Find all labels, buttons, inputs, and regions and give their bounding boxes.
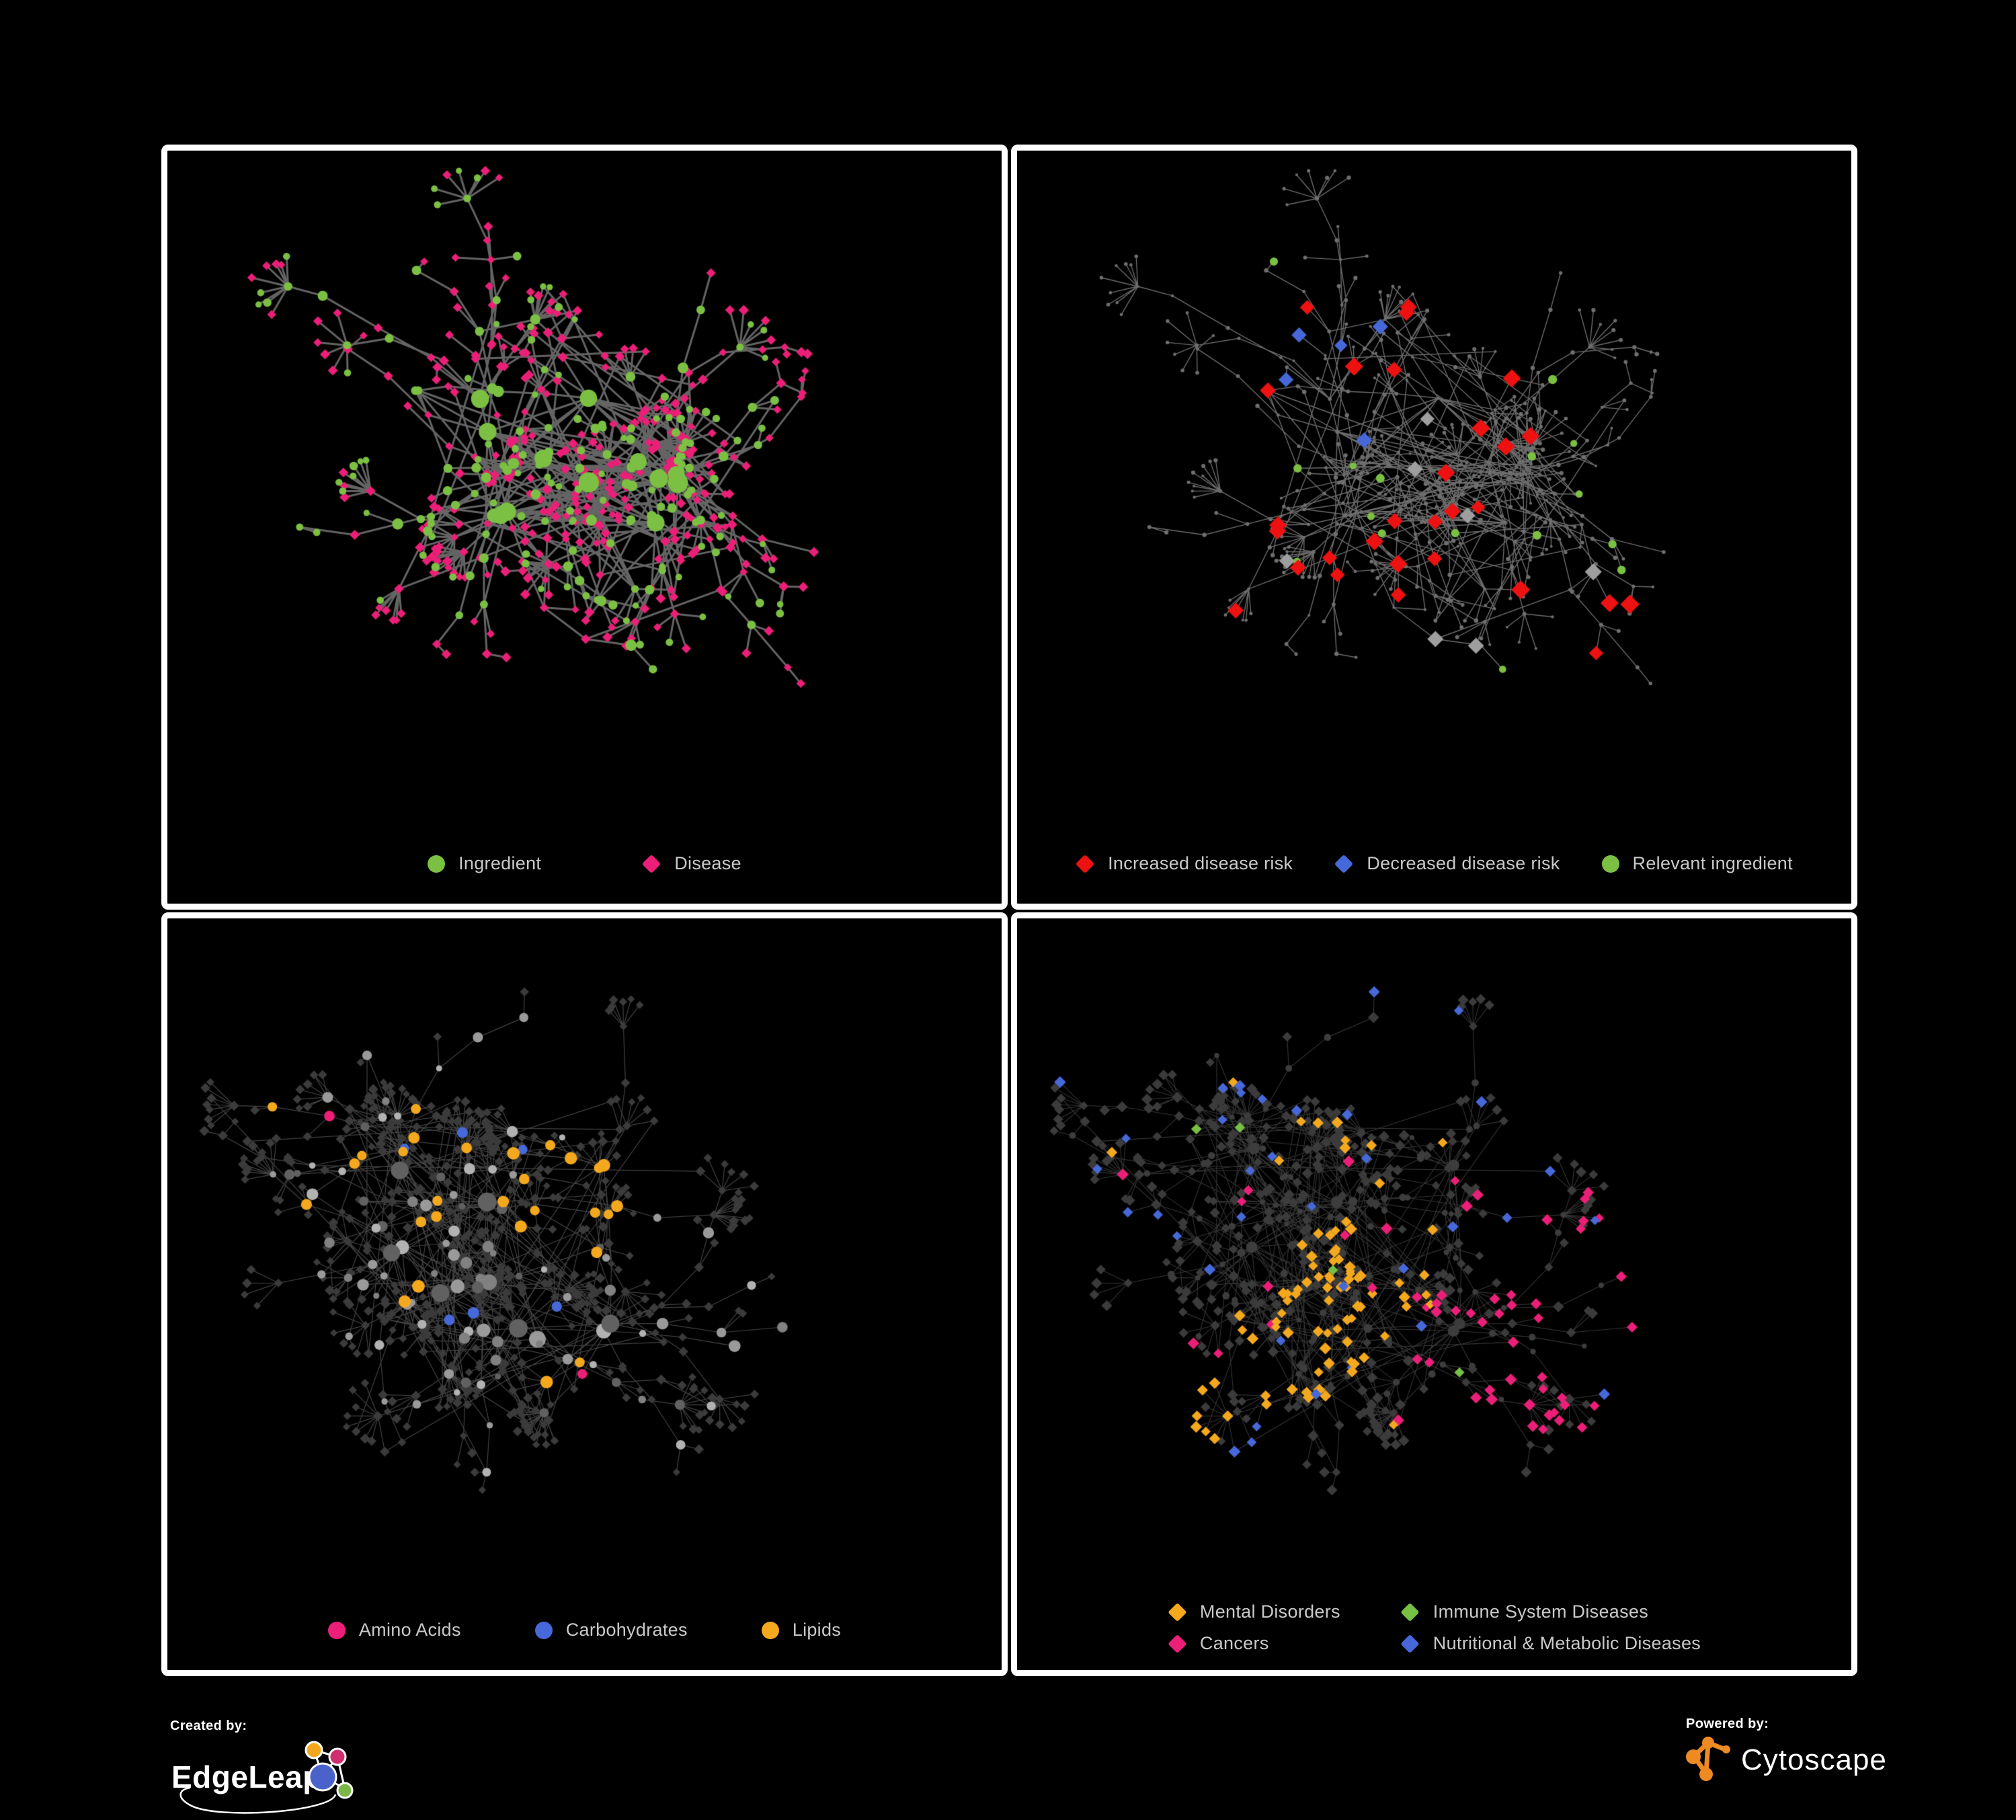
- immune-system-diseases-diamond-icon: [1400, 1602, 1420, 1622]
- legend-disease-classes: Mental Disorders Immune System Diseases …: [1167, 1601, 1701, 1654]
- nutritional-metabolic-diamond-icon: [1400, 1634, 1420, 1653]
- legend-label: Amino Acids: [358, 1620, 461, 1640]
- panel-nutrient-classes: Amino Acids Carbohydrates Lipids: [161, 912, 1008, 1676]
- legend-item: Amino Acids: [327, 1620, 461, 1640]
- legend-label: Nutritional & Metabolic Diseases: [1433, 1633, 1701, 1653]
- carbohydrates-circle-icon: [534, 1621, 553, 1639]
- legend-item: Ingredient: [428, 853, 541, 874]
- panel-disease-classes: Mental Disorders Immune System Diseases …: [1011, 912, 1857, 1676]
- mental-disorders-diamond-icon: [1167, 1602, 1187, 1622]
- legend-item: Mental Disorders: [1167, 1601, 1340, 1622]
- edgeleap-wordmark: EdgeLeap: [171, 1759, 322, 1794]
- legend-label: Disease: [674, 853, 741, 873]
- legend-label: Increased disease risk: [1108, 853, 1293, 873]
- cancers-diamond-icon: [1167, 1634, 1187, 1653]
- legend-item: Nutritional & Metabolic Diseases: [1400, 1633, 1701, 1654]
- cytoscape-wordmark: Cytoscape: [1741, 1743, 1887, 1776]
- legend-disease-risk: Increased disease risk Decreased disease…: [1017, 853, 1851, 874]
- legend-label: Lipids: [792, 1620, 842, 1640]
- legend-item: Immune System Diseases: [1400, 1601, 1701, 1622]
- legend-item: Increased disease risk: [1075, 853, 1293, 874]
- lipids-circle-icon: [761, 1621, 779, 1639]
- legend-item: Cancers: [1167, 1633, 1340, 1654]
- edgeleap-swoosh: [179, 1786, 337, 1814]
- created-by-block: Created by: EdgeLeap: [170, 1718, 392, 1818]
- legend-label: Mental Disorders: [1199, 1601, 1340, 1622]
- legend-label: Cancers: [1199, 1633, 1269, 1653]
- legend-item: Lipids: [761, 1620, 842, 1640]
- relevant-ingredient-circle-icon: [1601, 855, 1619, 873]
- legend-nutrient-classes: Amino Acids Carbohydrates Lipids: [167, 1620, 1002, 1640]
- edgeleap-node-magenta: [328, 1747, 347, 1766]
- legend-item: Decreased disease risk: [1334, 853, 1560, 874]
- cytoscape-network-icon: [1686, 1737, 1730, 1781]
- legend-label: Decreased disease risk: [1367, 853, 1560, 873]
- disease-diamond-icon: [642, 854, 661, 873]
- legend-label: Carbohydrates: [565, 1620, 688, 1640]
- edgeleap-network-icon: [305, 1741, 354, 1799]
- powered-by-label: Powered by:: [1686, 1716, 1769, 1731]
- decreased-risk-diamond-icon: [1334, 854, 1354, 873]
- edgeleap-node-blue: [308, 1762, 337, 1792]
- panel-ingredient-disease: Ingredient Disease: [161, 145, 1008, 910]
- edgeleap-node-green: [336, 1782, 354, 1799]
- legend-label: Immune System Diseases: [1433, 1601, 1649, 1622]
- panel-disease-risk: Increased disease risk Decreased disease…: [1011, 145, 1857, 910]
- cytoscape-logo: Cytoscape: [1686, 1737, 1887, 1781]
- ingredient-circle-icon: [428, 855, 446, 873]
- network-canvas-ingredient-disease: [167, 151, 1002, 902]
- legend-label: Relevant ingredient: [1632, 853, 1793, 873]
- amino-acids-circle-icon: [327, 1621, 346, 1639]
- legend-item: Relevant ingredient: [1601, 853, 1793, 874]
- legend-ingredient-disease: Ingredient Disease: [167, 853, 1002, 874]
- created-by-label: Created by:: [170, 1718, 247, 1733]
- legend-item: Disease: [642, 853, 741, 874]
- network-canvas-disease-risk: [1017, 151, 1851, 902]
- network-canvas-disease-classes: [1017, 918, 1851, 1670]
- network-canvas-nutrient-classes: [167, 918, 1002, 1670]
- increased-risk-diamond-icon: [1075, 854, 1095, 873]
- edgeleap-node-orange: [305, 1741, 323, 1759]
- legend-label: Ingredient: [458, 853, 542, 873]
- legend-item: Carbohydrates: [534, 1620, 688, 1640]
- powered-by-block: Powered by: Cytoscape: [1686, 1716, 1894, 1788]
- edgeleap-logo: EdgeLeap: [171, 1741, 354, 1814]
